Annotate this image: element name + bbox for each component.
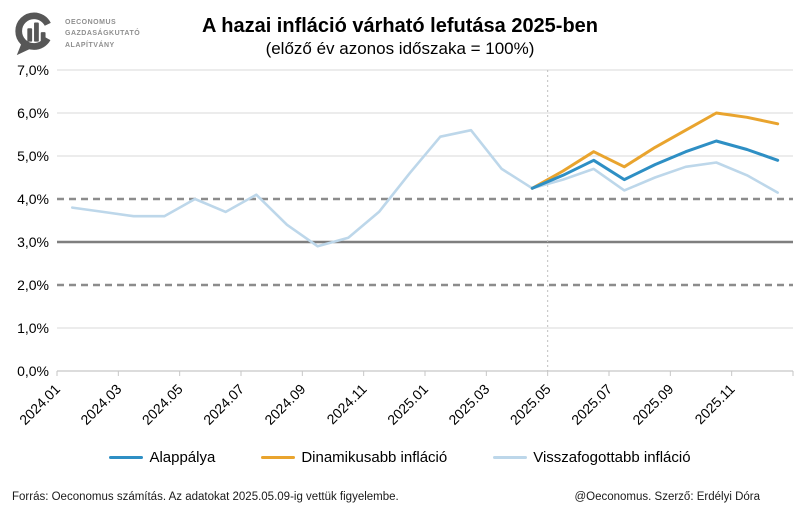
y-tick-label: 2,0% <box>17 277 49 293</box>
y-tick-label: 6,0% <box>17 105 49 121</box>
y-tick-label: 4,0% <box>17 191 49 207</box>
y-tick-label: 3,0% <box>17 234 49 250</box>
y-tick-label: 1,0% <box>17 320 49 336</box>
oeconomus-logo-icon <box>15 12 53 56</box>
x-tick-label: 2025.07 <box>568 381 615 428</box>
x-tick-label: 2024.01 <box>16 381 63 428</box>
legend-item-dinamikusabb-inflacio: Dinamikusabb infláció <box>261 449 447 466</box>
y-tick-label: 5,0% <box>17 148 49 164</box>
y-tick-label: 0,0% <box>17 363 49 379</box>
logo-text-line1: Oeconomus <box>65 19 117 27</box>
logo-text-line2: Gazdaságkutató <box>65 30 141 38</box>
legend-label: Alappálya <box>149 449 216 466</box>
legend-item-alappalya: Alappálya <box>109 449 215 466</box>
title-block: A hazai infláció várható lefutása 2025-b… <box>0 14 800 60</box>
y-gridlines <box>57 69 793 372</box>
legend-line-marker <box>261 455 296 460</box>
series-line-dinamikusabb-inflacio <box>530 111 780 190</box>
chart-legend: Alappálya Dinamikusabb infláció Visszafo… <box>0 449 800 466</box>
chart-title: A hazai infláció várható lefutása 2025-b… <box>201 15 599 37</box>
chart-subtitle: (előző év azonos időszaka = 100%) <box>265 39 535 58</box>
y-tick-label: 7,0% <box>17 62 49 78</box>
logo-text-line3: Alapítvány <box>65 41 115 49</box>
footer-source-note: Forrás: Oeconomus számítás. Az adatokat … <box>12 491 399 503</box>
x-tick-label: 2025.05 <box>507 381 554 428</box>
footer: Forrás: Oeconomus számítás. Az adatokat … <box>0 491 800 503</box>
x-tick-label: 2025.09 <box>629 381 676 428</box>
series-line-visszafogottabb-inflacio <box>71 128 779 248</box>
x-axis-labels: 2024.01 2024.03 2024.05 2024.07 2024.09 2024.… <box>16 381 738 428</box>
x-tick-label: 2024.09 <box>261 381 308 428</box>
x-tick-label: 2024.07 <box>200 381 247 428</box>
legend-label: Visszafogottabb infláció <box>533 449 691 466</box>
x-tick-label: 2025.03 <box>445 381 492 428</box>
series-line-alappalya <box>530 139 780 190</box>
legend-label: Dinamikusabb infláció <box>301 449 448 466</box>
legend-line-marker <box>109 455 144 460</box>
x-tick-label: 2025.11 <box>691 381 738 428</box>
x-tick-label: 2025.01 <box>384 381 431 428</box>
legend-item-visszafogottabb-inflacio: Visszafogottabb infláció <box>493 449 691 466</box>
x-tick-label: 2024.05 <box>139 381 186 428</box>
x-tick-label: 2024.03 <box>77 381 124 428</box>
oeconomus-logo: Oeconomus Gazdaságkutató Alapítvány <box>12 10 140 58</box>
footer-author-credit: @Oeconomus. Szerző: Erdélyi Dóra <box>574 491 760 503</box>
x-axis-ticks <box>56 371 794 376</box>
legend-line-marker <box>493 455 528 460</box>
logo-text: Oeconomus Gazdaságkutató Alapítvány <box>65 17 140 51</box>
x-tick-label: 2024.11 <box>323 381 370 428</box>
y-axis-labels: 0,0% 1,0% 2,0% 3,0% 4,0% 5,0% 6,0% 7,0% <box>17 62 49 379</box>
